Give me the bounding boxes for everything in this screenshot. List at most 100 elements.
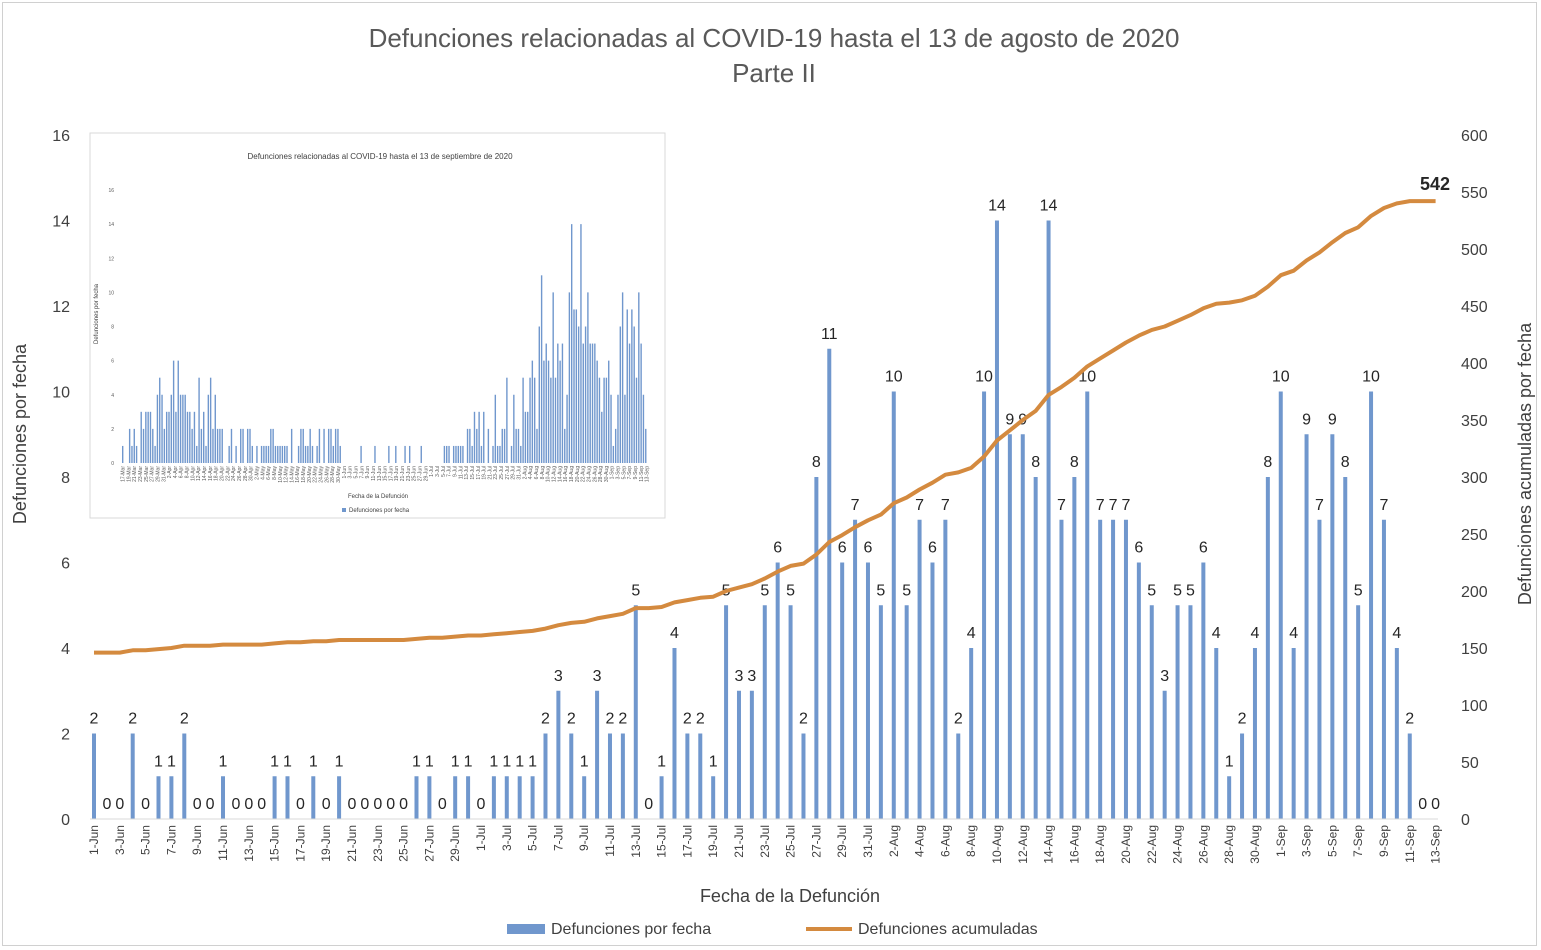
bar xyxy=(891,391,896,819)
inset-bar xyxy=(543,360,545,463)
inset-bar xyxy=(582,343,584,463)
x-tick-label: 5-Jun xyxy=(139,825,153,855)
inset-bar xyxy=(235,445,237,463)
inset-x-tick-label: 30-May xyxy=(336,466,342,483)
inset-bar xyxy=(473,411,476,463)
bar xyxy=(414,776,419,819)
inset-bar xyxy=(483,411,485,463)
inset-bar xyxy=(568,292,571,463)
bar xyxy=(853,519,858,819)
inset-bar xyxy=(265,445,267,463)
x-tick-label: 20-Aug xyxy=(1119,825,1133,864)
y2-tick-label: 600 xyxy=(1461,128,1488,145)
bar xyxy=(698,733,703,819)
inset-x-tick-label: 27-Mar xyxy=(150,466,156,482)
bar xyxy=(156,776,161,819)
inset-bar xyxy=(149,411,152,463)
inset-bar xyxy=(596,360,598,463)
inset-x-tick-label: 30-Apr xyxy=(249,466,255,481)
inset-bar xyxy=(191,428,193,463)
inset-x-tick-label: 6-Apr xyxy=(179,466,185,479)
bar-value-label: 3 xyxy=(735,668,744,685)
bar xyxy=(878,605,883,819)
inset-x-tick-label: 26-May xyxy=(324,466,330,483)
x-tick-label: 26-Aug xyxy=(1196,825,1210,864)
bar xyxy=(840,562,845,819)
bar xyxy=(1201,562,1206,819)
inset-bar xyxy=(277,445,279,463)
inset-bar xyxy=(459,445,462,463)
x-tick-label: 5-Sep xyxy=(1325,825,1339,857)
inset-x-tick-label: 1-Sep xyxy=(610,466,616,480)
inset-bar xyxy=(330,428,332,463)
inset-bar xyxy=(628,343,631,463)
inset-bar xyxy=(496,445,499,463)
x-tick-label: 13-Jun xyxy=(242,825,256,862)
inset-x-tick-label: 18-May xyxy=(301,466,307,483)
inset-bar xyxy=(154,445,156,463)
inset-bar xyxy=(186,411,189,463)
inset-y-tick-label: 10 xyxy=(108,290,114,296)
inset-x-tick-label: 9-Jul xyxy=(452,466,458,477)
y2-tick-label: 250 xyxy=(1461,527,1488,544)
bar xyxy=(595,690,600,819)
inset-x-tick-label: 25-Jun xyxy=(412,466,418,482)
inset-x-tick-label: 16-Aug xyxy=(563,466,569,482)
bar xyxy=(130,733,135,819)
x-tick-label: 3-Jul xyxy=(500,825,514,851)
inset-bar xyxy=(279,445,281,463)
inset-bar xyxy=(196,445,198,463)
bar xyxy=(736,690,741,819)
bar xyxy=(337,776,342,819)
inset-bar xyxy=(395,445,397,463)
x-axis: 1-Jun 3-Jun 5-Jun 7-Jun 9-Jun 11-Jun 13-Jun 15-… xyxy=(87,825,1443,864)
bar-value-label: 0 xyxy=(257,796,266,813)
bar xyxy=(530,776,535,819)
inset-bar xyxy=(156,394,159,463)
inset-x-tick-label: 8-Aug xyxy=(540,466,546,480)
y-tick-label: 2 xyxy=(61,727,70,744)
bar xyxy=(1356,605,1361,819)
inset-x-tick-label: 22-Aug xyxy=(581,466,587,482)
bar-value-label: 5 xyxy=(786,582,795,599)
inset-bar xyxy=(517,428,520,463)
y2-tick-label: 0 xyxy=(1461,812,1470,829)
bar-value-label: 3 xyxy=(747,668,756,685)
bar-value-label: 2 xyxy=(567,711,576,728)
inset-bar xyxy=(524,411,527,463)
inset-bar xyxy=(182,394,184,463)
bar xyxy=(1059,519,1064,819)
bar-value-label: 6 xyxy=(1199,540,1208,557)
inset-bar xyxy=(455,445,457,463)
bar-value-label: 4 xyxy=(1289,625,1298,642)
inset-bar xyxy=(626,309,628,463)
inset-bar xyxy=(601,411,603,463)
bar-value-label: 0 xyxy=(141,796,150,813)
bar-value-label: 6 xyxy=(773,540,782,557)
bar-value-label: 7 xyxy=(1315,497,1324,514)
bar-value-label: 2 xyxy=(954,711,963,728)
y2-tick-label: 550 xyxy=(1461,185,1488,202)
x-tick-label: 21-Jun xyxy=(345,825,359,862)
legend-bar-swatch xyxy=(507,924,545,934)
inset-bar xyxy=(152,428,154,463)
inset-bar xyxy=(272,428,274,463)
inset-bar xyxy=(640,343,642,463)
inset-bar xyxy=(260,445,263,463)
inset-x-tick-label: 31-Mar xyxy=(161,466,167,482)
inset-bar xyxy=(168,411,170,463)
bar-value-label: 8 xyxy=(1263,454,1272,471)
bar-value-label: 8 xyxy=(1341,454,1350,471)
bar xyxy=(1149,605,1154,819)
x-tick-label: 15-Jul xyxy=(655,825,669,858)
inset-y-tick-label: 0 xyxy=(111,461,114,467)
x-tick-label: 3-Jun xyxy=(113,825,127,855)
end-value-label: 542 xyxy=(1420,174,1450,194)
bar-value-label: 1 xyxy=(154,753,163,770)
inset-bar xyxy=(522,377,524,463)
inset-bar xyxy=(624,394,626,463)
inset-bar xyxy=(587,292,589,463)
inset-bar xyxy=(638,292,640,463)
bar xyxy=(1278,391,1283,819)
